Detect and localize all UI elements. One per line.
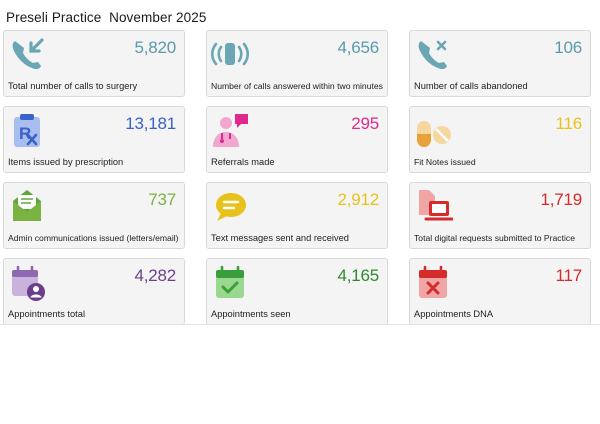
envelope-icon [7, 187, 47, 225]
page-title: Preseli Practice November 2025 [6, 10, 206, 25]
stat-value: 295 [351, 114, 379, 133]
svg-text:R: R [19, 124, 31, 143]
stat-value: 737 [148, 190, 176, 209]
stat-label: Total number of calls to surgery [8, 81, 138, 91]
stat-label: Referrals made [211, 157, 275, 167]
stat-value: 106 [554, 38, 582, 57]
chat-bubble-icon [210, 187, 250, 225]
stat-value: 2,912 [337, 190, 379, 209]
stat-label: Items issued by prescription [8, 157, 124, 167]
stat-card-admin-communications: 737 Admin communications issued (letters… [3, 182, 185, 249]
phone-incoming-icon [7, 35, 47, 73]
stat-card-appointments-total: 4,282 Appointments total [3, 258, 185, 325]
stat-value: 116 [555, 114, 582, 133]
stat-value: 117 [555, 266, 582, 285]
stat-label: Number of calls abandoned [414, 81, 528, 91]
stat-card-appointments-seen: 4,165 Appointments seen [206, 258, 388, 325]
stat-value: 13,181 [125, 114, 176, 133]
stat-card-fit-notes: 116 Fit Notes issued [409, 106, 591, 173]
stat-label: Appointments DNA [414, 309, 494, 319]
stat-label: Total digital requests submitted to Prac… [414, 233, 575, 243]
phone-ringing-icon [210, 35, 250, 73]
stat-value: 4,656 [337, 38, 379, 57]
calendar-check-icon [210, 263, 250, 301]
doctor-icon [210, 111, 250, 149]
stat-value: 1,719 [540, 190, 582, 209]
pills-icon [413, 111, 453, 149]
stat-card-calls-abandoned: 106 Number of calls abandoned [409, 30, 591, 97]
stat-label: Admin communications issued (letters/ema… [8, 233, 179, 243]
stat-card-digital-requests: 1,719 Total digital requests submitted t… [409, 182, 591, 249]
stat-card-total-calls: 5,820 Total number of calls to surgery [3, 30, 185, 97]
practice-name: Preseli Practice [6, 10, 102, 25]
stat-card-prescriptions: R 13,181 Items issued by prescription [3, 106, 185, 173]
stat-value: 4,165 [337, 266, 379, 285]
stat-card-calls-answered: 4,656 Number of calls answered within tw… [206, 30, 388, 97]
report-period: November 2025 [109, 10, 207, 25]
phone-missed-icon [413, 35, 453, 73]
stat-card-referrals: 295 Referrals made [206, 106, 388, 173]
stat-card-appointments-dna: 117 Appointments DNA [409, 258, 591, 325]
stat-card-text-messages: 2,912 Text messages sent and received [206, 182, 388, 249]
divider [0, 324, 600, 325]
calendar-user-icon [7, 263, 47, 301]
stat-label: Number of calls answered within two minu… [211, 81, 383, 91]
stat-label: Fit Notes issued [414, 157, 476, 167]
stat-value: 4,282 [134, 266, 176, 285]
computer-icon [413, 187, 453, 225]
stat-label: Appointments total [8, 309, 86, 319]
stat-label: Appointments seen [211, 309, 291, 319]
calendar-cross-icon [413, 263, 453, 301]
stat-label: Text messages sent and received [211, 233, 349, 243]
prescription-icon: R [7, 111, 47, 149]
stat-value: 5,820 [134, 38, 176, 57]
